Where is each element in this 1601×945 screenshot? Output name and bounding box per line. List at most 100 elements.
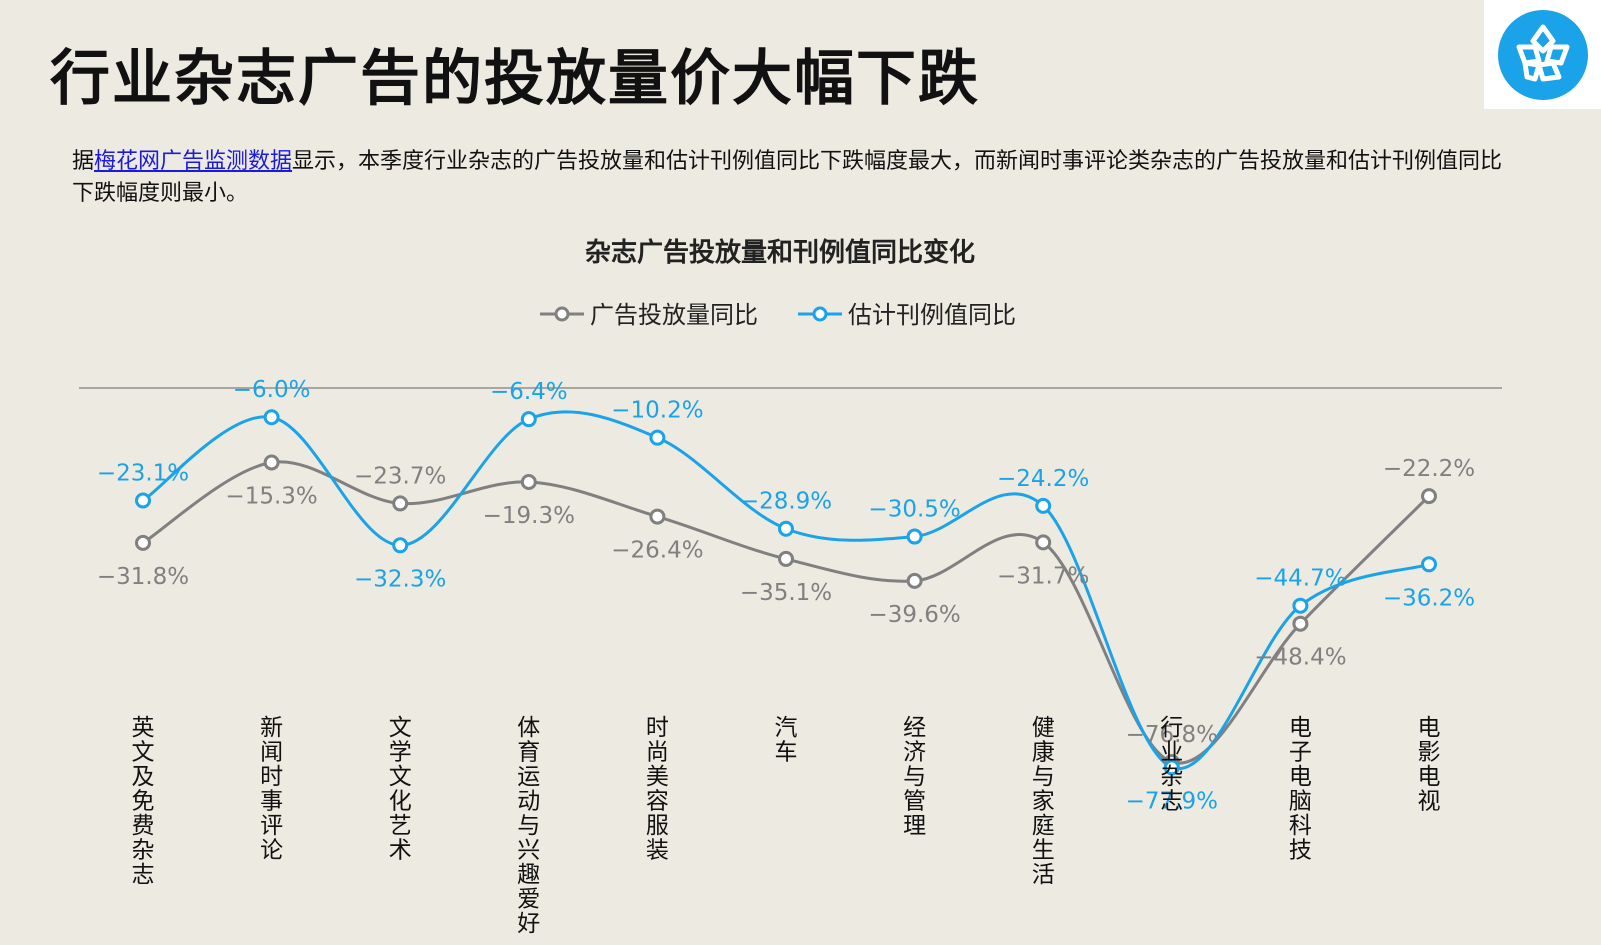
category-label-7-char-2: 与 — [1032, 764, 1055, 790]
data-point-0-1 — [263, 454, 280, 471]
data-point-1-1 — [263, 409, 280, 426]
category-label-4-char-3: 容 — [646, 789, 669, 815]
category-label-3-char-5: 兴 — [517, 838, 540, 864]
category-label-1-char-3: 事 — [260, 789, 283, 815]
data-label-1-10: −36.2% — [1383, 585, 1475, 611]
category-label-8-char-0: 行 — [1160, 715, 1183, 741]
data-point-1-8 — [1163, 759, 1180, 776]
data-label-1-9: −44.7% — [1254, 566, 1346, 592]
data-point-0-0 — [135, 534, 151, 551]
category-label-10-char-1: 影 — [1418, 740, 1441, 766]
category-label-3-char-2: 运 — [517, 764, 540, 790]
legend-label-0: 广告投放量同比 — [590, 301, 758, 329]
data-label-0-2: −23.7% — [354, 463, 446, 489]
data-point-1-3 — [520, 411, 537, 428]
data-point-1-9 — [1292, 597, 1309, 614]
category-label-1-char-5: 论 — [260, 838, 283, 864]
category-label-2-char-2: 文 — [389, 764, 412, 790]
category-label-6-char-2: 与 — [903, 764, 926, 790]
description: 据梅花网广告监测数据显示，本季度行业杂志的广告投放量和估计刊例值同比下跌幅度最大… — [72, 146, 1512, 210]
data-point-0-10 — [1421, 488, 1437, 505]
data-point-1-0 — [135, 492, 151, 509]
data-label-1-6: −30.5% — [868, 497, 960, 523]
category-label-4-char-1: 尚 — [646, 740, 669, 766]
category-label-7-char-5: 生 — [1032, 838, 1055, 864]
category-label-1-char-0: 新 — [260, 715, 283, 741]
category-label-0-char-4: 费 — [132, 813, 155, 839]
data-point-0-2 — [392, 495, 409, 512]
data-label-0-4: −26.4% — [611, 538, 703, 564]
category-label-3-char-7: 爱 — [517, 887, 540, 913]
category-label-9-char-5: 技 — [1289, 838, 1312, 864]
category-label-5-char-0: 汽 — [775, 715, 798, 741]
category-label-3-char-8: 好 — [517, 911, 540, 937]
category-label-7-char-1: 康 — [1032, 740, 1055, 766]
data-label-1-7: −24.2% — [997, 466, 1089, 492]
category-label-6-char-0: 经 — [903, 715, 926, 741]
category-label-4-char-2: 美 — [646, 764, 669, 790]
category-label-7-char-6: 活 — [1032, 862, 1055, 888]
category-label-6-char-1: 济 — [903, 740, 926, 766]
category-label-0-char-0: 英 — [132, 715, 155, 741]
data-label-0-9: −48.4% — [1254, 645, 1346, 671]
data-label-0-8: −76.8% — [1126, 722, 1218, 748]
data-label-0-5: −35.1% — [740, 580, 832, 606]
data-label-1-0: −23.1% — [97, 460, 189, 486]
category-label-2-char-1: 学 — [389, 740, 412, 766]
category-label-1-char-1: 闻 — [260, 740, 283, 766]
data-point-1-4 — [649, 429, 666, 446]
category-label-9-char-3: 脑 — [1289, 789, 1312, 815]
category-label-9-char-4: 科 — [1289, 813, 1312, 839]
data-point-1-10 — [1421, 556, 1437, 573]
category-label-8-char-2: 杂 — [1160, 764, 1183, 790]
category-label-3-char-1: 育 — [517, 740, 540, 766]
chart-title: 杂志广告投放量和刊例值同比变化 — [585, 237, 975, 268]
data-point-0-6 — [906, 572, 923, 589]
data-point-0-4 — [649, 508, 666, 525]
category-label-6-char-3: 管 — [903, 789, 926, 815]
data-point-1-7 — [1035, 497, 1052, 514]
source-link[interactable]: 梅花网广告监测数据 — [94, 149, 293, 174]
category-label-7-char-3: 家 — [1032, 789, 1055, 815]
category-label-8-char-1: 业 — [1160, 740, 1183, 766]
data-label-0-6: −39.6% — [868, 602, 960, 628]
data-label-1-8: −77.9% — [1126, 788, 1218, 814]
data-label-1-2: −32.3% — [354, 566, 446, 592]
data-label-1-3: −6.4% — [490, 379, 568, 405]
legend-label-1: 估计刊例值同比 — [848, 301, 1016, 329]
category-label-2-char-4: 艺 — [389, 813, 412, 839]
category-label-0-char-6: 志 — [132, 862, 155, 888]
data-point-1-2 — [392, 537, 409, 554]
category-label-3-char-4: 与 — [517, 813, 540, 839]
data-point-0-3 — [520, 473, 537, 490]
category-label-9-char-1: 子 — [1289, 740, 1312, 766]
data-label-1-5: −28.9% — [740, 489, 832, 515]
category-label-0-char-1: 文 — [132, 740, 155, 766]
category-label-9-char-0: 电 — [1289, 715, 1312, 741]
data-point-1-5 — [778, 520, 794, 537]
category-label-5-char-1: 车 — [775, 740, 798, 766]
category-label-1-char-4: 评 — [260, 813, 283, 839]
logo — [1484, 0, 1601, 109]
category-label-3-char-0: 体 — [517, 715, 540, 741]
category-label-4-char-5: 装 — [646, 838, 669, 864]
category-label-4-char-4: 服 — [646, 813, 669, 839]
category-label-2-char-5: 术 — [389, 838, 412, 864]
data-label-0-0: −31.8% — [97, 564, 189, 590]
category-label-4-char-0: 时 — [646, 715, 669, 741]
data-point-1-6 — [906, 528, 923, 545]
category-label-3-char-6: 趣 — [517, 862, 540, 888]
category-label-10-char-2: 电 — [1418, 764, 1441, 790]
data-point-0-5 — [778, 550, 794, 567]
data-label-1-4: −10.2% — [611, 398, 703, 424]
desc-suffix: 显示，本季度行业杂志的广告投放量和估计刊例值同比下跌幅度最大，而新闻时事评论类杂… — [72, 149, 1503, 206]
category-label-2-char-0: 文 — [389, 715, 412, 741]
legend-marker-0 — [554, 306, 570, 322]
category-label-0-char-2: 及 — [132, 764, 155, 790]
data-label-0-3: −19.3% — [483, 503, 575, 529]
data-label-0-7: −31.7% — [997, 563, 1089, 589]
category-label-2-char-3: 化 — [389, 789, 412, 815]
category-label-8-char-3: 志 — [1160, 789, 1183, 815]
data-label-0-1: −15.3% — [225, 484, 317, 510]
